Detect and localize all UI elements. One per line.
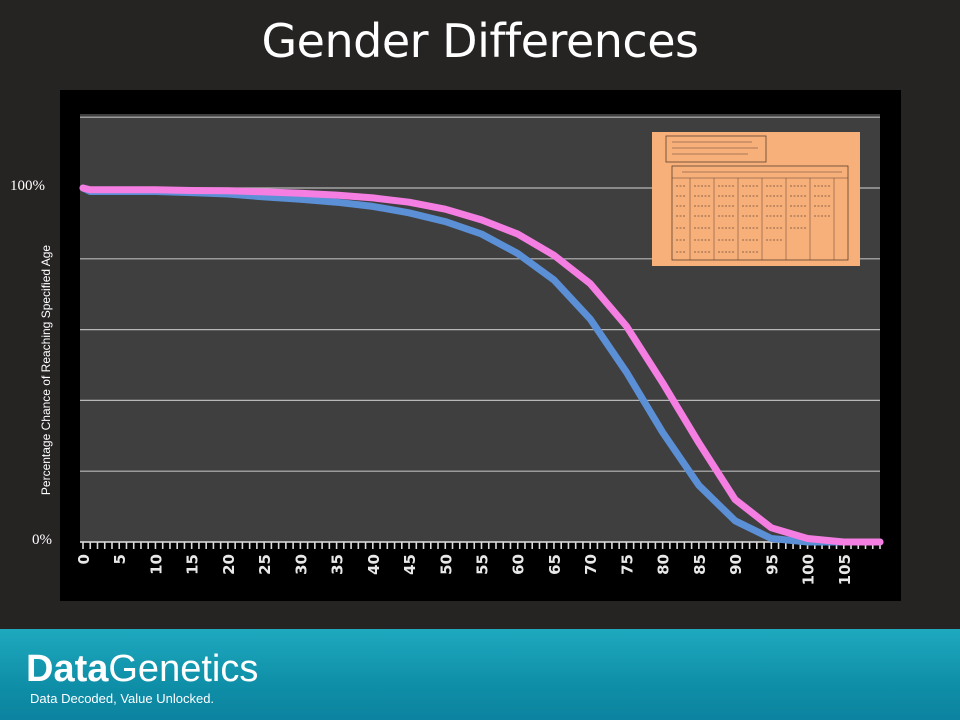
brand-name-bold: Data [26, 648, 109, 690]
x-tick-label: 105 [836, 554, 854, 585]
slide-title: Gender Differences [261, 14, 699, 68]
x-tick-label: 75 [618, 554, 636, 575]
x-tick-label: 25 [256, 554, 274, 575]
x-tick-label: 80 [655, 554, 673, 575]
life-table-sketch [665, 135, 849, 261]
x-tick-label: 85 [691, 554, 709, 575]
x-tick-label: 55 [474, 554, 492, 575]
brand-name-regular: Genetics [108, 648, 259, 690]
y-tick-label-100: 100% [10, 178, 45, 194]
x-tick-label: 60 [510, 554, 528, 575]
brand-logo[interactable]: DataGenetics [26, 647, 258, 691]
x-tick-label: 90 [727, 554, 745, 575]
life-table-document-image [652, 132, 860, 266]
x-tick-label: 20 [220, 554, 238, 575]
x-tick-label: 10 [147, 554, 165, 575]
x-tick-label: 50 [437, 554, 455, 575]
x-tick-label: 65 [546, 554, 564, 575]
x-tick-label: 0 [75, 554, 93, 564]
series-line-2 [79, 184, 884, 546]
x-tick-label: 70 [582, 554, 600, 575]
y-tick-label-0: 0% [32, 532, 52, 548]
x-tick-label: 5 [111, 554, 129, 564]
x-tick-label: 30 [292, 554, 310, 575]
x-tick-label: 15 [184, 554, 202, 575]
x-tick-label: 100 [800, 554, 818, 585]
footer-banner: DataGenetics Data Decoded, Value Unlocke… [0, 629, 960, 720]
x-tick-label: 40 [365, 554, 383, 575]
x-tick-label: 45 [401, 554, 419, 575]
x-tick-label: 95 [763, 554, 781, 575]
brand-tagline: Data Decoded, Value Unlocked. [30, 691, 215, 706]
y-axis-label: Percentage Chance of Reaching Specified … [39, 244, 53, 496]
x-tick-label: 35 [329, 554, 347, 575]
